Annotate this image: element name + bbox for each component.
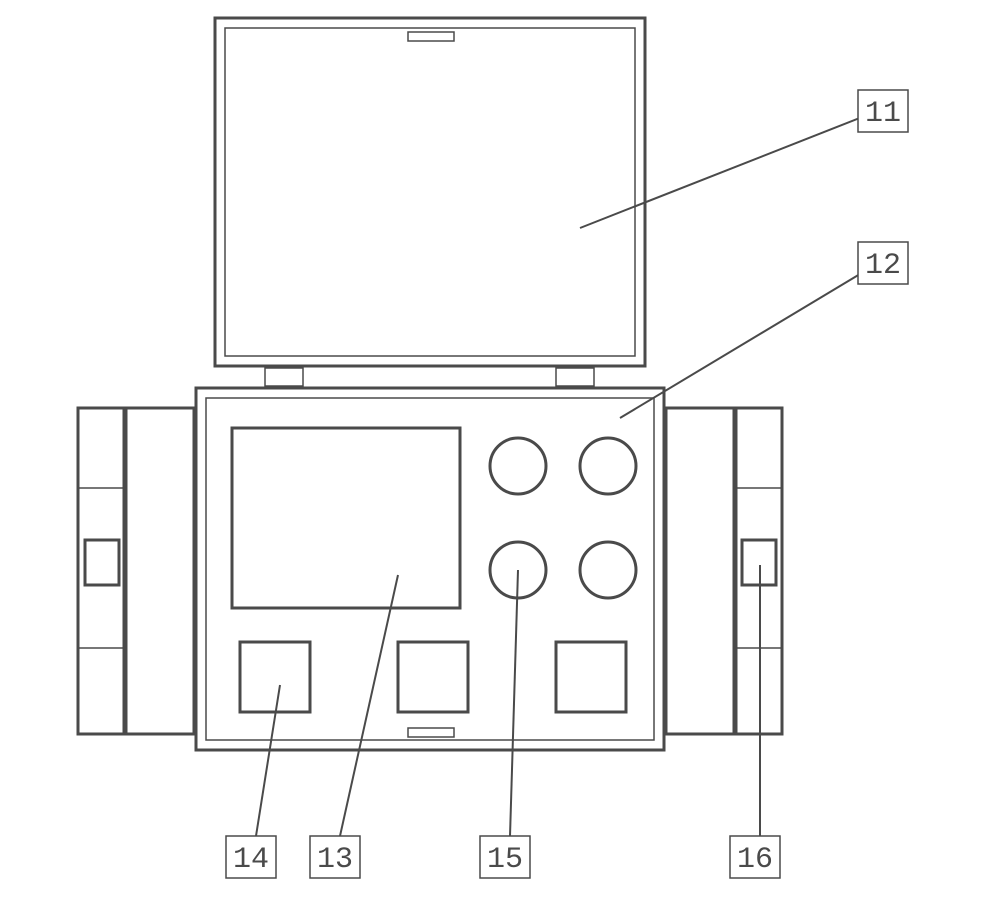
bottom-button-1 bbox=[398, 642, 468, 712]
label-15: 15 bbox=[487, 843, 523, 877]
leader-12 bbox=[620, 262, 880, 418]
lid-slot bbox=[408, 32, 454, 41]
hinge-1 bbox=[556, 368, 594, 386]
screen bbox=[232, 428, 460, 608]
leader-13 bbox=[340, 575, 398, 836]
bottom-button-0 bbox=[240, 642, 310, 712]
right-side-big bbox=[666, 408, 734, 734]
dial-0 bbox=[490, 438, 546, 494]
label-11: 11 bbox=[865, 97, 901, 131]
lid-outer bbox=[215, 18, 645, 366]
dial-3 bbox=[580, 542, 636, 598]
hinge-0 bbox=[265, 368, 303, 386]
diagram-canvas: 11 12 13 14 15 16 bbox=[0, 0, 1000, 905]
base-slot bbox=[408, 728, 454, 737]
label-13: 13 bbox=[317, 843, 353, 877]
lid-inner bbox=[225, 28, 635, 356]
dial-1 bbox=[580, 438, 636, 494]
label-16: 16 bbox=[737, 843, 773, 877]
label-14: 14 bbox=[233, 843, 269, 877]
label-12: 12 bbox=[865, 249, 901, 283]
leader-14 bbox=[256, 685, 280, 836]
leader-15 bbox=[510, 570, 518, 836]
left-side-big bbox=[126, 408, 194, 734]
bottom-button-2 bbox=[556, 642, 626, 712]
leader-11 bbox=[580, 110, 880, 228]
left-side-port bbox=[85, 540, 119, 585]
